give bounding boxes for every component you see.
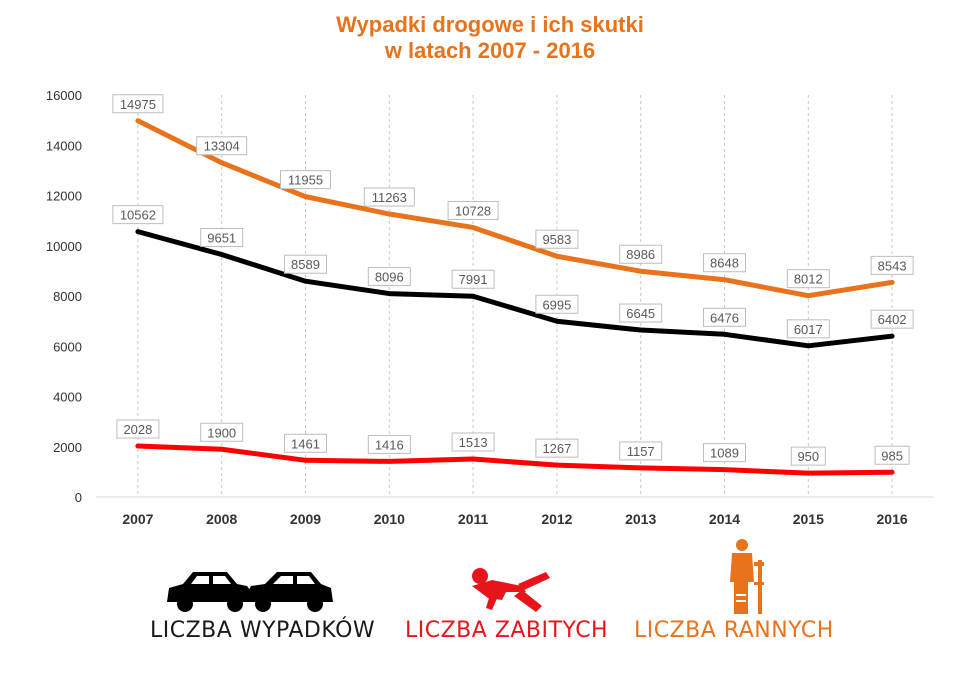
data-label-box: [619, 244, 663, 264]
data-label-box: [112, 205, 164, 225]
y-tick-label: 10000: [46, 239, 82, 254]
data-label: 6476: [710, 310, 739, 325]
data-label: 7991: [459, 272, 488, 287]
car-crash-icon: [167, 572, 333, 612]
injured-person-crutch-icon: [730, 539, 764, 614]
data-label: 1267: [542, 441, 571, 456]
data-label: 8648: [710, 256, 739, 271]
data-label-box: [535, 438, 579, 458]
data-label-box: [619, 441, 663, 461]
data-label: 10562: [120, 208, 156, 223]
data-label: 1157: [627, 444, 655, 459]
data-label-box: [870, 309, 914, 329]
data-label: 11263: [372, 190, 407, 205]
data-label-box: [790, 446, 826, 466]
legend-label-killed: LICZBA ZABITYCH: [405, 618, 609, 643]
grid: [137, 95, 893, 497]
data-label-box: [116, 419, 160, 439]
y-tick-label: 14000: [46, 138, 82, 153]
data-label: 9583: [542, 232, 571, 247]
series: [135, 118, 895, 476]
x-tick-label: 2008: [206, 511, 237, 527]
data-labels: 14975 13304 11955 11263 10728 9583 8986 8648 801…: [112, 94, 914, 466]
x-tick-label: 2012: [541, 511, 572, 527]
data-label-box: [786, 269, 830, 289]
y-tick-label: 6000: [53, 339, 82, 354]
data-label-box: [870, 255, 914, 275]
data-label-box: [284, 254, 327, 274]
falling-person-icon: [472, 568, 550, 612]
data-label-box: [447, 200, 499, 220]
x-tick-label: 2015: [793, 511, 824, 527]
series-line: [135, 118, 895, 299]
data-label-box: [535, 229, 579, 249]
data-label: 8543: [878, 258, 907, 273]
y-tick-label: 12000: [46, 189, 82, 204]
series-line: [135, 443, 895, 476]
line-chart: 0 2000 4000 6000 8000 10000 12000 14000 16000 200…: [46, 88, 934, 527]
x-tick-label: 2013: [625, 511, 656, 527]
data-label: 6402: [878, 312, 907, 327]
data-label-box: [200, 422, 244, 442]
x-tick-label: 2007: [122, 511, 153, 527]
data-label-box: [284, 433, 327, 453]
data-label: 2028: [123, 422, 152, 437]
data-label-box: [703, 307, 746, 327]
data-label: 950: [797, 449, 819, 464]
data-label-box: [786, 319, 830, 339]
data-label: 11955: [288, 173, 323, 188]
y-tick-label: 8000: [53, 289, 82, 304]
data-label: 1900: [207, 425, 236, 440]
data-label-box: [535, 294, 579, 314]
chart-title-block: Wypadki drogowe i ich skutki w latach 20…: [0, 12, 980, 64]
data-label: 985: [881, 448, 903, 463]
data-label-box: [451, 269, 495, 289]
series-line: [135, 229, 895, 349]
data-label: 1513: [459, 435, 488, 450]
x-tick-label: 2009: [290, 511, 321, 527]
x-tick-label: 2011: [458, 511, 489, 527]
data-label-box: [619, 303, 663, 323]
data-label-box: [363, 187, 415, 207]
data-label-box: [200, 228, 244, 248]
data-label-box: [451, 432, 495, 452]
data-label-box: [196, 136, 248, 156]
data-label: 14975: [120, 97, 156, 112]
y-tick-label: 4000: [53, 390, 82, 405]
chart-title: Wypadki drogowe i ich skutki: [336, 12, 644, 37]
x-tick-label: 2010: [374, 511, 405, 527]
data-label-box: [367, 434, 411, 454]
data-label-box: [112, 94, 164, 114]
data-label: 6645: [626, 306, 655, 321]
data-label: 8096: [375, 270, 404, 285]
legend-label-injured: LICZBA RANNYCH: [634, 618, 834, 643]
data-label: 10728: [455, 203, 491, 218]
data-label: 1461: [291, 436, 320, 451]
data-label-box: [703, 443, 746, 463]
y-tick-label: 16000: [46, 88, 82, 103]
data-label: 6017: [794, 322, 823, 337]
data-label-box: [367, 267, 411, 287]
data-label-box: [280, 170, 331, 190]
data-label-box: [703, 253, 746, 273]
y-tick-label: 0: [75, 490, 82, 505]
x-tick-label: 2016: [877, 511, 908, 527]
legend-label-accidents: LICZBA WYPADKÓW: [150, 618, 376, 643]
data-label: 9651: [207, 231, 236, 246]
x-tick-label: 2014: [709, 511, 740, 527]
data-label: 1089: [710, 446, 739, 461]
y-tick-label: 2000: [53, 440, 82, 455]
data-label: 6995: [542, 297, 571, 312]
data-label: 8012: [794, 272, 823, 287]
data-label: 8589: [291, 257, 320, 272]
data-label: 1416: [375, 437, 404, 452]
data-label: 8986: [626, 247, 655, 262]
data-label-box: [874, 445, 910, 465]
axes: 0 2000 4000 6000 8000 10000 12000 14000 16000 200…: [46, 88, 934, 527]
data-label: 13304: [204, 139, 240, 154]
chart-subtitle: w latach 2007 - 2016: [384, 38, 596, 63]
